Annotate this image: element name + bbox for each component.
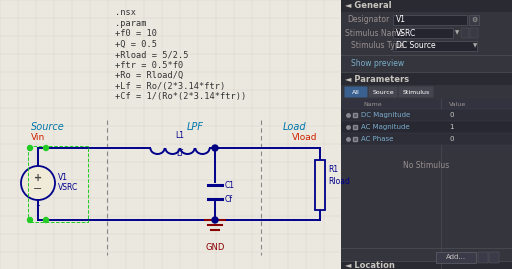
Text: DC Magnitude: DC Magnitude <box>361 112 410 118</box>
Bar <box>341 261 512 269</box>
Bar <box>478 252 488 263</box>
Bar <box>393 28 453 38</box>
Text: +Lf = Ro/(2*3.14*ftr): +Lf = Ro/(2*3.14*ftr) <box>115 82 225 90</box>
Text: +: + <box>34 173 42 183</box>
Circle shape <box>212 145 218 151</box>
Text: Cf: Cf <box>225 194 233 204</box>
Text: ▼: ▼ <box>473 44 477 48</box>
Text: GND: GND <box>205 243 225 252</box>
Text: V1: V1 <box>58 172 68 182</box>
Text: Source: Source <box>372 90 394 94</box>
FancyBboxPatch shape <box>398 87 434 97</box>
Text: +ftr = 0.5*f0: +ftr = 0.5*f0 <box>115 61 183 69</box>
Bar <box>341 121 512 133</box>
Circle shape <box>28 218 32 222</box>
Bar <box>0 0 341 269</box>
Text: VSRC: VSRC <box>58 182 78 192</box>
Bar <box>436 252 476 263</box>
Text: 0: 0 <box>449 112 454 118</box>
Text: +f0 = 10: +f0 = 10 <box>115 29 157 38</box>
Text: 1: 1 <box>449 124 454 130</box>
Text: V1: V1 <box>396 16 406 24</box>
Text: 1: 1 <box>36 199 40 208</box>
Text: −: − <box>33 184 42 194</box>
Text: Value: Value <box>449 101 466 107</box>
Text: Lf: Lf <box>177 149 183 158</box>
Text: +Cf = 1/(Ro*(2*3.14*ftr)): +Cf = 1/(Ro*(2*3.14*ftr)) <box>115 92 246 101</box>
Bar <box>393 41 477 51</box>
Text: Stimulus: Stimulus <box>402 90 430 94</box>
Circle shape <box>44 146 49 150</box>
Circle shape <box>212 217 218 223</box>
Text: ⚙: ⚙ <box>471 17 477 23</box>
Text: .param: .param <box>115 19 146 27</box>
Text: No Stimulus: No Stimulus <box>403 161 450 169</box>
Bar <box>341 133 512 145</box>
Text: 0: 0 <box>449 136 454 142</box>
Text: C1: C1 <box>225 180 235 189</box>
Text: +Q = 0.5: +Q = 0.5 <box>115 40 157 48</box>
Text: Stimulus Type: Stimulus Type <box>351 41 404 51</box>
Bar <box>469 15 479 25</box>
Text: Load: Load <box>283 122 307 132</box>
Text: Rload: Rload <box>328 178 350 186</box>
Bar <box>489 252 499 263</box>
FancyBboxPatch shape <box>369 87 397 97</box>
Text: ◄ Parameters: ◄ Parameters <box>345 75 409 83</box>
Bar <box>341 72 512 85</box>
Circle shape <box>44 218 49 222</box>
Bar <box>393 15 467 25</box>
Bar <box>341 99 512 109</box>
Text: +Ro = Rload/Q: +Ro = Rload/Q <box>115 71 183 80</box>
Circle shape <box>21 166 55 200</box>
Circle shape <box>28 146 32 150</box>
Bar <box>341 0 512 269</box>
Bar <box>341 0 512 12</box>
FancyBboxPatch shape <box>345 87 368 97</box>
Text: ▼: ▼ <box>455 30 459 36</box>
Text: ◄ General: ◄ General <box>345 2 392 10</box>
Bar <box>341 109 512 121</box>
Text: ◄ Location: ◄ Location <box>345 260 395 269</box>
Text: L1: L1 <box>176 131 184 140</box>
Text: Add...: Add... <box>446 254 466 260</box>
Text: AC Magnitude: AC Magnitude <box>361 124 410 130</box>
Text: Stimulus Name: Stimulus Name <box>345 29 403 37</box>
Text: LPF: LPF <box>186 122 203 132</box>
Text: Name: Name <box>363 101 381 107</box>
Text: R1: R1 <box>328 165 338 175</box>
Text: Designator: Designator <box>347 16 389 24</box>
Text: DC Source: DC Source <box>396 41 436 51</box>
Text: All: All <box>352 90 360 94</box>
Bar <box>315 160 325 210</box>
Text: Show preview: Show preview <box>351 59 404 69</box>
Text: Source: Source <box>31 122 65 132</box>
Bar <box>461 28 469 38</box>
Text: +Rload = 5/2.5: +Rload = 5/2.5 <box>115 50 188 59</box>
Text: VSRC: VSRC <box>396 29 416 37</box>
Text: Vin: Vin <box>31 133 45 142</box>
Text: AC Phase: AC Phase <box>361 136 393 142</box>
Text: .nsx: .nsx <box>115 8 136 17</box>
Bar <box>28 146 88 222</box>
Text: Vload: Vload <box>292 133 318 142</box>
Bar <box>470 28 478 38</box>
